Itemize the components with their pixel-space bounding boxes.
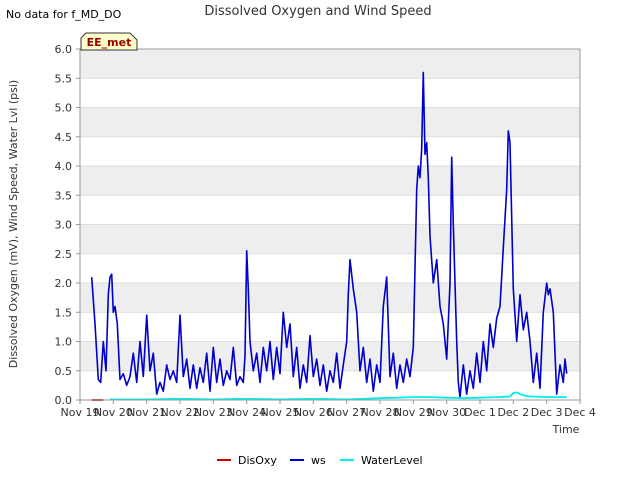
no-data-note: No data for f_MD_DO xyxy=(6,8,122,21)
series-waterlevel xyxy=(110,391,567,401)
x-tick-label: Nov 29 xyxy=(394,406,433,419)
x-tick-label: Nov 22 xyxy=(161,406,200,419)
badge-shape xyxy=(80,32,138,51)
y-tick-label: 2.5 xyxy=(55,248,73,261)
legend-item-ws: ws xyxy=(290,454,326,467)
y-tick-label: 4.0 xyxy=(55,160,73,173)
x-tick-label: Nov 20 xyxy=(94,406,133,419)
y-tick-labels: 0.0 0.5 1.0 1.5 2.0 2.5 3.0 3.5 4.0 4.5 5.0 5.5 6.0 xyxy=(55,43,80,407)
y-tick-label: 3.5 xyxy=(55,189,73,202)
y-axis-title: Dissolved Oxygen (mV), Wind Speed, Water… xyxy=(7,80,20,368)
legend-item-waterlevel: WaterLevel xyxy=(340,454,423,467)
x-tick-label: Nov 27 xyxy=(327,406,366,419)
y-tick-label: 4.5 xyxy=(55,131,73,144)
x-tick-label: Nov 19 xyxy=(61,406,100,419)
y-tick-label: 6.0 xyxy=(55,43,73,56)
y-tick-label: 0.5 xyxy=(55,365,73,378)
x-tick-label: Nov 26 xyxy=(294,406,333,419)
chart-title: Dissolved Oxygen and Wind Speed xyxy=(204,4,431,19)
y-tick-label: 2.0 xyxy=(55,277,73,290)
x-tick-label: Nov 30 xyxy=(427,406,466,419)
x-tick-label: Nov 24 xyxy=(227,406,266,419)
x-tick-label: Dec 2 xyxy=(497,406,529,419)
legend-label: DisOxy xyxy=(238,454,277,467)
y-tick-label: 1.0 xyxy=(55,336,73,349)
x-tick-label: Dec 1 xyxy=(464,406,496,419)
legend-label: ws xyxy=(311,454,326,467)
x-tick-label: Nov 23 xyxy=(194,406,233,419)
badge-label: EE_met xyxy=(87,36,132,49)
station-badge: EE_met xyxy=(80,32,138,51)
series-ws xyxy=(90,71,568,398)
band xyxy=(80,341,580,371)
y-tick-label: 5.0 xyxy=(55,102,73,115)
y-tick-label: 0.0 xyxy=(55,394,73,407)
y-tick-label: 5.5 xyxy=(55,72,73,85)
band xyxy=(80,49,580,79)
legend-label: WaterLevel xyxy=(361,454,423,467)
x-tick-label: Nov 28 xyxy=(361,406,400,419)
x-tick-label: Nov 21 xyxy=(127,406,166,419)
y-tick-label: 3.0 xyxy=(55,219,73,232)
x-axis-title: Time xyxy=(552,423,580,436)
legend: DisOxy ws WaterLevel xyxy=(217,454,423,467)
band xyxy=(80,166,580,196)
band xyxy=(80,224,580,254)
legend-item-disoxy: DisOxy xyxy=(217,454,277,467)
x-tick-label: Dec 4 xyxy=(564,406,596,419)
x-tick-label: Dec 3 xyxy=(531,406,563,419)
band xyxy=(80,107,580,137)
y-tick-label: 1.5 xyxy=(55,306,73,319)
x-tick-label: Nov 25 xyxy=(261,406,300,419)
band xyxy=(80,283,580,313)
